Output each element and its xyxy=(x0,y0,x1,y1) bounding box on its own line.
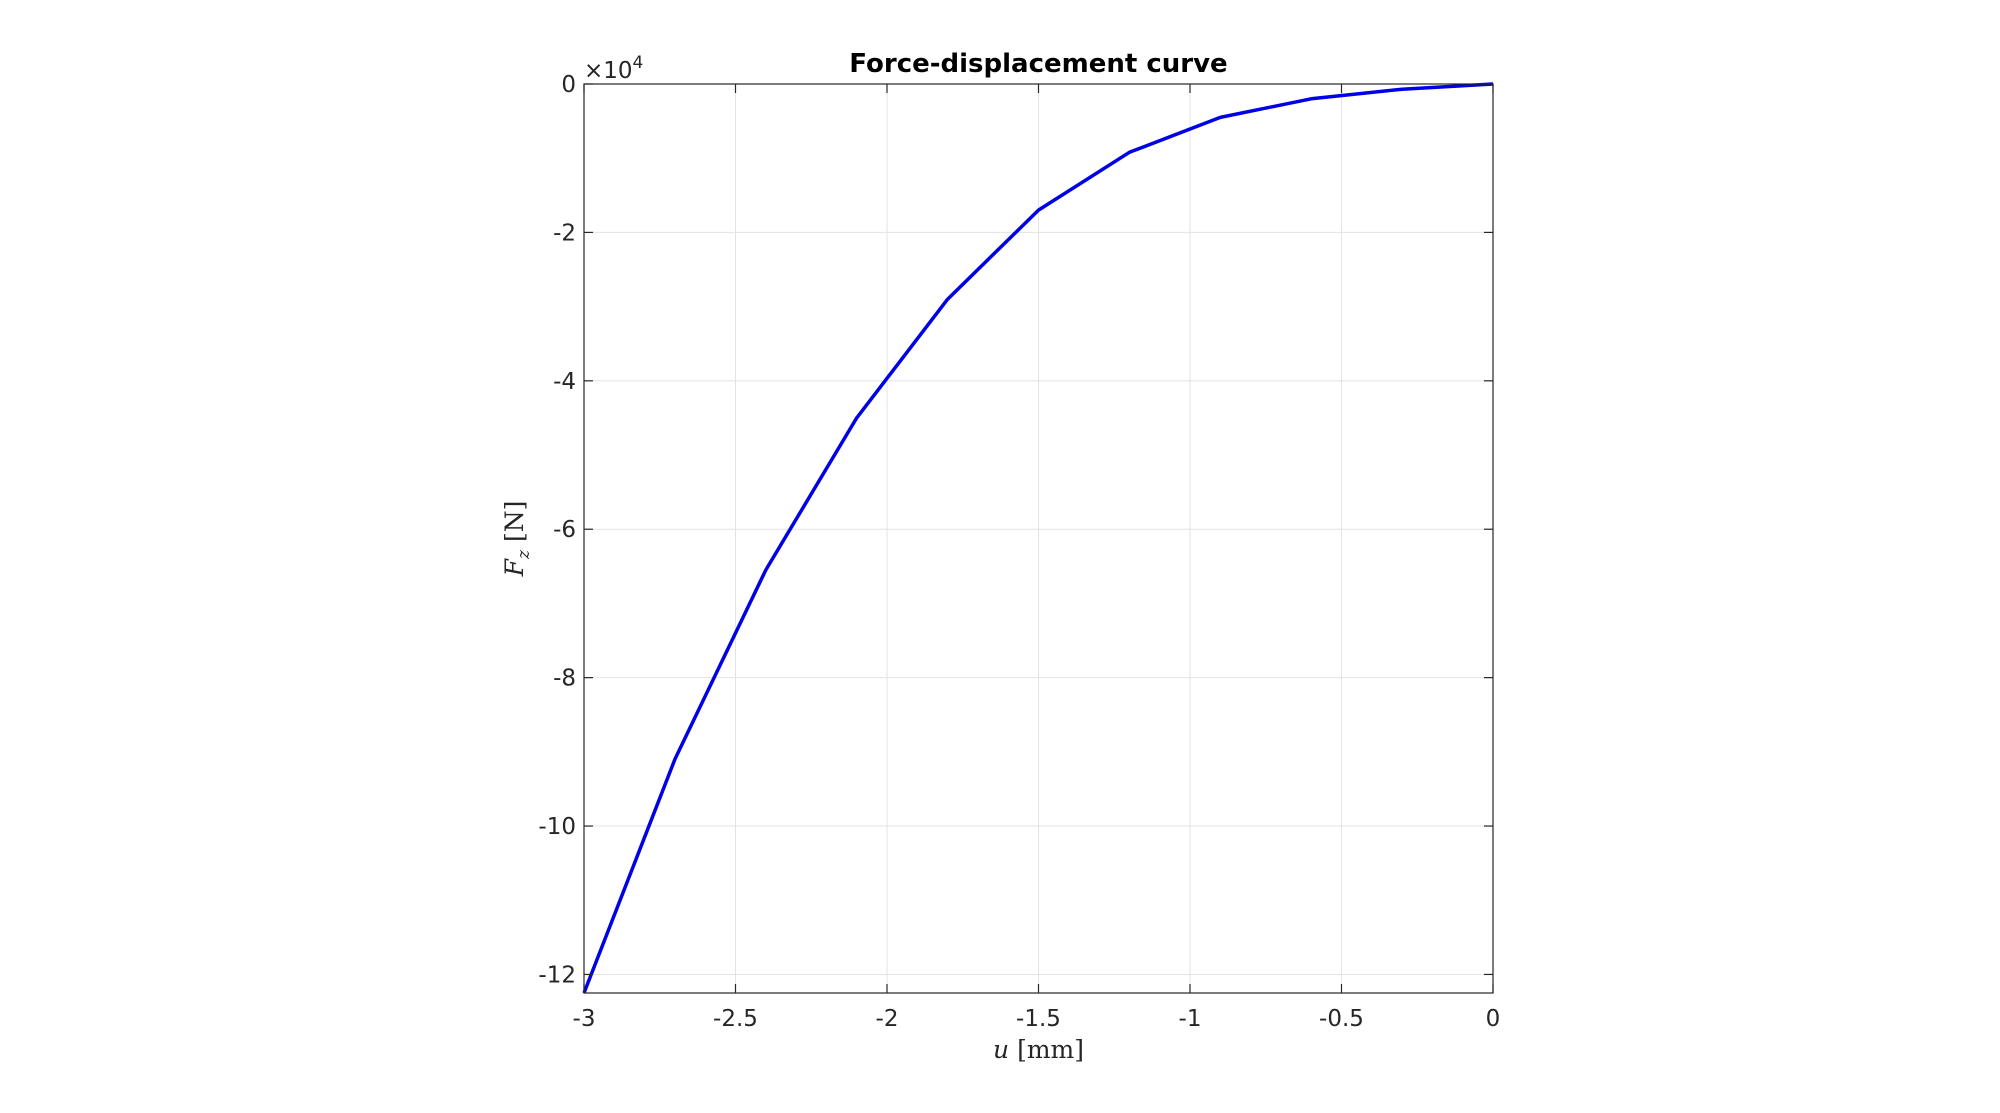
x-tick-label: -2 xyxy=(876,1006,899,1032)
x-tick-label: -2.5 xyxy=(713,1006,758,1032)
series-line xyxy=(582,82,1494,994)
y-axis-unit: [N] xyxy=(500,501,529,542)
y-tick-label: 0 xyxy=(561,72,576,98)
x-axis-label: u [mm] xyxy=(993,1035,1084,1064)
exponent-power: 4 xyxy=(633,53,644,73)
tick-marks xyxy=(583,83,1494,993)
y-tick-label: -12 xyxy=(538,962,576,988)
y-tick-label: -2 xyxy=(553,220,576,246)
x-axis-unit: [mm] xyxy=(1017,1035,1084,1064)
x-tick-label: -1.5 xyxy=(1016,1006,1061,1032)
grid-lines xyxy=(583,83,1494,993)
exponent-base: ×10 xyxy=(584,58,633,84)
series-line-group xyxy=(582,82,1494,994)
y-axis-subscript: z xyxy=(514,549,534,560)
y-axis-label: Fz [N] xyxy=(500,501,534,578)
chart-title: Force-displacement curve xyxy=(849,49,1227,79)
x-tick-label: -0.5 xyxy=(1319,1006,1364,1032)
y-tick-label: -4 xyxy=(553,369,576,395)
y-axis-exponent: ×104 xyxy=(584,53,643,84)
x-tick-label: -1 xyxy=(1179,1006,1202,1032)
x-tick-label: -3 xyxy=(573,1006,596,1032)
y-tick-labels: 0 -2 -4 -6 -8 -10 -12 xyxy=(538,72,576,988)
y-axis-symbol: F xyxy=(500,557,529,577)
y-tick-label: -6 xyxy=(553,517,576,543)
y-tick-label: -10 xyxy=(538,814,576,840)
y-tick-label: -8 xyxy=(553,666,576,692)
x-tick-labels: -3 -2.5 -2 -1.5 -1 -0.5 0 xyxy=(573,1006,1501,1032)
x-axis-symbol: u xyxy=(993,1035,1009,1064)
x-tick-label: 0 xyxy=(1486,1006,1501,1032)
